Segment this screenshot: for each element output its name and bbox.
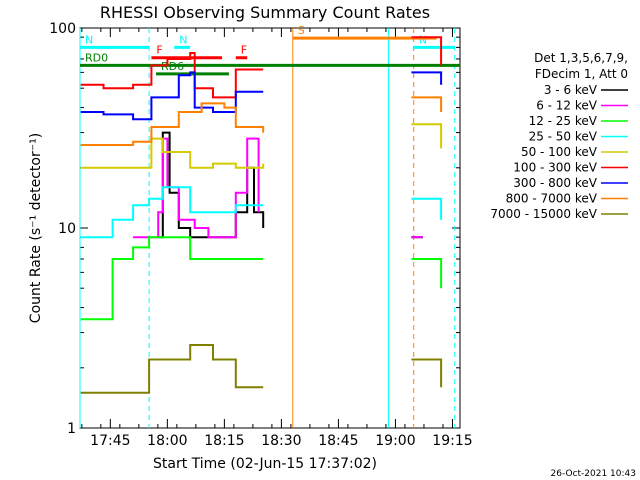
x-tick-label: 18:45 <box>318 433 358 449</box>
x-axis-ticks: 17:45 18:00 18:15 18:30 18:45 19:00 19:15 <box>81 28 473 449</box>
series-line <box>80 186 264 239</box>
y-tick-label: 100 <box>49 21 76 37</box>
y-tick-label: 10 <box>58 221 76 237</box>
series-line <box>80 102 265 146</box>
series-line <box>411 71 443 85</box>
series-line <box>411 258 443 289</box>
series-line <box>80 236 264 321</box>
series-line <box>411 36 443 66</box>
flag-label: S <box>298 24 305 37</box>
legend: Det 1,3,5,6,7,9, FDecim 1, Att 0 3 - 6 k… <box>490 51 628 221</box>
legend-entry-label: 6 - 12 keV <box>536 99 598 113</box>
series-line <box>411 123 443 149</box>
series-line <box>80 52 264 99</box>
x-tick-label: 18:15 <box>204 433 244 449</box>
legend-entry-label: 12 - 25 keV <box>529 114 598 128</box>
series-line <box>80 137 265 169</box>
chart-title: RHESSI Observing Summary Count Rates <box>100 3 430 22</box>
legend-header-line-2: FDecim 1, Att 0 <box>535 67 628 81</box>
series-line <box>133 137 260 239</box>
footer-date: 26-Oct-2021 10:43 <box>551 469 636 479</box>
y-axis-ticks: 1 10 100 <box>49 21 460 437</box>
x-tick-label: 19:15 <box>432 433 472 449</box>
flag-label: RD0 <box>85 51 108 64</box>
legend-header-line-1: Det 1,3,5,6,7,9, <box>534 51 628 65</box>
legend-entry-label: 800 - 7000 keV <box>506 192 598 206</box>
flag-label: N <box>85 33 93 46</box>
legend-entry-label: 50 - 100 keV <box>521 145 598 159</box>
legend-entry-label: 25 - 50 keV <box>529 130 598 144</box>
series-lines <box>80 36 443 394</box>
series-line <box>411 358 443 388</box>
legend-entry-label: 3 - 6 keV <box>544 83 598 97</box>
flag-label: F <box>156 44 162 57</box>
x-axis-label: Start Time (02-Jun-15 17:37:02) <box>153 456 377 472</box>
series-line <box>80 71 264 121</box>
y-axis-label: Count Rate (s⁻¹ detector⁻¹) <box>28 133 44 323</box>
x-tick-label: 17:45 <box>90 433 130 449</box>
flag-label: N <box>419 33 427 46</box>
y-tick-label: 1 <box>67 421 76 437</box>
legend-entry-label: 7000 - 15000 keV <box>490 207 597 221</box>
series-line <box>80 344 264 394</box>
legend-entry-label: 300 - 800 keV <box>513 176 597 190</box>
flag-label: F <box>241 44 247 57</box>
legend-entry-label: 100 - 300 keV <box>513 161 597 175</box>
x-tick-label: 18:00 <box>147 433 187 449</box>
flag-label: N <box>179 33 187 46</box>
series-line <box>411 96 443 112</box>
x-tick-label: 18:30 <box>261 433 301 449</box>
x-tick-label: 19:00 <box>375 433 415 449</box>
series-line <box>411 197 443 220</box>
